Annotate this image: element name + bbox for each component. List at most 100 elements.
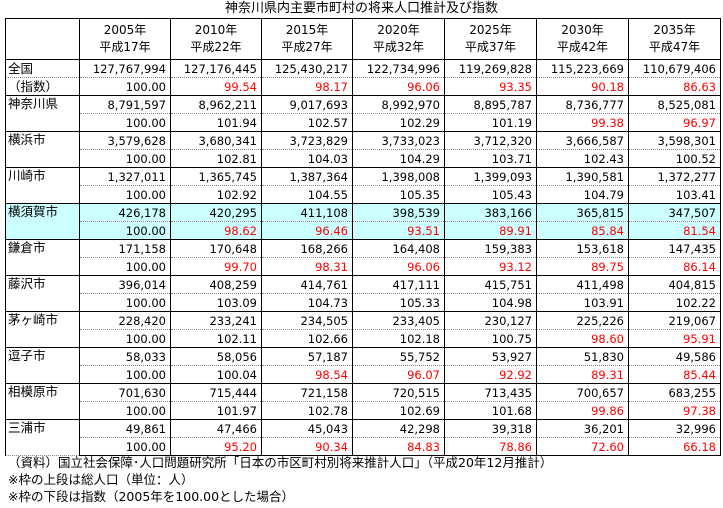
index-cell: 102.92	[170, 185, 262, 204]
year-label: 2005年	[103, 23, 147, 37]
population-cell: 8,525,081	[628, 95, 721, 114]
population-cell: 715,444	[170, 383, 262, 402]
population-cell: 8,736,777	[536, 95, 629, 114]
index-row: 100.00 95.20 90.34 84.83 78.86 72.60 66.18	[6, 437, 721, 456]
index-cell: 104.98	[444, 293, 537, 312]
index-cell: 101.94	[170, 113, 262, 132]
population-cell: 45,043	[261, 419, 353, 438]
index-cell: 102.22	[628, 293, 721, 312]
year-label: 2030年	[561, 23, 604, 37]
population-cell: 51,830	[536, 347, 629, 366]
index-cell: 89.31	[536, 365, 629, 384]
population-cell: 8,791,597	[79, 95, 171, 114]
population-cell: 3,712,320	[444, 131, 537, 150]
index-cell: 93.12	[444, 257, 537, 276]
population-cell: 122,734,996	[352, 59, 445, 78]
population-row: 横浜市 3,579,628 3,680,341 3,723,829 3,733,023 3…	[5, 131, 721, 168]
population-cell: 721,158	[261, 383, 353, 402]
index-cell: 85.84	[536, 221, 629, 240]
source-note: （資料）国立社会保障･人口問題研究所「日本の市区町村別将来推計人口」（平成20年…	[8, 455, 553, 470]
region-name: 川崎市	[5, 167, 80, 204]
year-label: 2015年	[285, 23, 329, 37]
index-cell: 102.81	[170, 149, 262, 168]
population-cell: 36,201	[536, 419, 629, 438]
year-header: 2015年 平成27年	[261, 18, 353, 60]
index-cell: 100.04	[170, 365, 262, 384]
index-cell: 101.97	[170, 401, 262, 420]
population-cell: 713,435	[444, 383, 537, 402]
population-cell: 32,996	[628, 419, 721, 438]
population-cell: 8,992,970	[352, 95, 445, 114]
index-cell: 78.86	[444, 437, 537, 456]
population-cell: 701,630	[79, 383, 171, 402]
year-label: 2025年	[469, 23, 512, 37]
year-header: 2020年 平成32年	[352, 18, 445, 60]
index-row: 100.00 103.09 104.73 105.33 104.98 103.91 102.…	[6, 293, 721, 312]
population-cell: 55,752	[352, 347, 445, 366]
population-cell: 1,365,745	[170, 167, 262, 186]
population-cell: 159,383	[444, 239, 537, 258]
population-cell: 398,539	[352, 203, 445, 222]
index-cell: 104.03	[261, 149, 353, 168]
index-cell: 100.52	[628, 149, 721, 168]
population-cell: 127,767,994	[79, 59, 171, 78]
index-cell: 100.00	[79, 437, 171, 456]
index-cell: 98.62	[170, 221, 262, 240]
index-cell: 100.00	[79, 113, 171, 132]
region-name: 横浜市	[5, 131, 80, 168]
population-cell: 426,178	[79, 203, 171, 222]
population-cell: 39,318	[444, 419, 537, 438]
region-name: 逗子市	[5, 347, 80, 384]
index-cell: 99.54	[170, 77, 262, 96]
population-cell: 408,259	[170, 275, 262, 294]
index-cell: 93.35	[444, 77, 537, 96]
index-row: 100.00 100.04 98.54 96.07 92.92 89.31 85.44	[6, 365, 721, 384]
population-cell: 168,266	[261, 239, 353, 258]
index-cell: 100.00	[79, 401, 171, 420]
population-cell: 115,223,669	[536, 59, 629, 78]
index-cell: 89.75	[536, 257, 629, 276]
population-cell: 127,176,445	[170, 59, 262, 78]
index-cell: 96.06	[352, 77, 445, 96]
index-cell: 104.55	[261, 185, 353, 204]
year-header: 2035年 平成47年	[628, 18, 721, 60]
population-cell: 49,861	[79, 419, 171, 438]
index-cell: 99.38	[536, 113, 629, 132]
region-name: 鎌倉市	[5, 239, 80, 276]
population-cell: 3,680,341	[170, 131, 262, 150]
index-cell: 101.68	[444, 401, 537, 420]
population-row: 藤沢市 396,014 408,259 414,761 417,111 415,751 41…	[5, 275, 721, 312]
index-cell: 98.31	[261, 257, 353, 276]
index-cell: 92.92	[444, 365, 537, 384]
population-cell: 3,579,628	[79, 131, 171, 150]
population-cell: 57,187	[261, 347, 353, 366]
population-row: 逗子市 58,033 58,056 57,187 55,752 53,927 51,830 4…	[5, 347, 721, 384]
index-cell: 103.09	[170, 293, 262, 312]
population-cell: 53,927	[444, 347, 537, 366]
index-cell: 95.91	[628, 329, 721, 348]
population-cell: 414,761	[261, 275, 353, 294]
population-cell: 404,815	[628, 275, 721, 294]
index-cell: 102.43	[536, 149, 629, 168]
population-row: 神奈川県 8,791,597 8,962,211 9,017,693 8,992,970…	[5, 95, 721, 132]
population-cell: 1,327,011	[79, 167, 171, 186]
index-row: 100.00 102.11 102.66 102.18 100.75 98.60 95.91	[6, 329, 721, 348]
population-cell: 164,408	[352, 239, 445, 258]
index-cell: 104.79	[536, 185, 629, 204]
index-cell: 90.34	[261, 437, 353, 456]
index-cell: 97.38	[628, 401, 721, 420]
index-cell: 102.11	[170, 329, 262, 348]
population-row: 鎌倉市 171,158 170,648 168,266 164,408 159,383 15…	[5, 239, 721, 276]
region-name: 全国	[5, 59, 80, 78]
index-cell: 102.66	[261, 329, 353, 348]
index-cell: 81.54	[628, 221, 721, 240]
index-cell: 105.35	[352, 185, 445, 204]
index-cell: 105.33	[352, 293, 445, 312]
index-cell: 100.00	[79, 293, 171, 312]
region-name-sub: （指数）	[5, 77, 80, 96]
year-header: 2030年 平成42年	[536, 18, 629, 60]
population-cell: 170,648	[170, 239, 262, 258]
year-header: 2010年 平成22年	[170, 18, 262, 60]
population-cell: 3,666,587	[536, 131, 629, 150]
index-cell: 101.19	[444, 113, 537, 132]
